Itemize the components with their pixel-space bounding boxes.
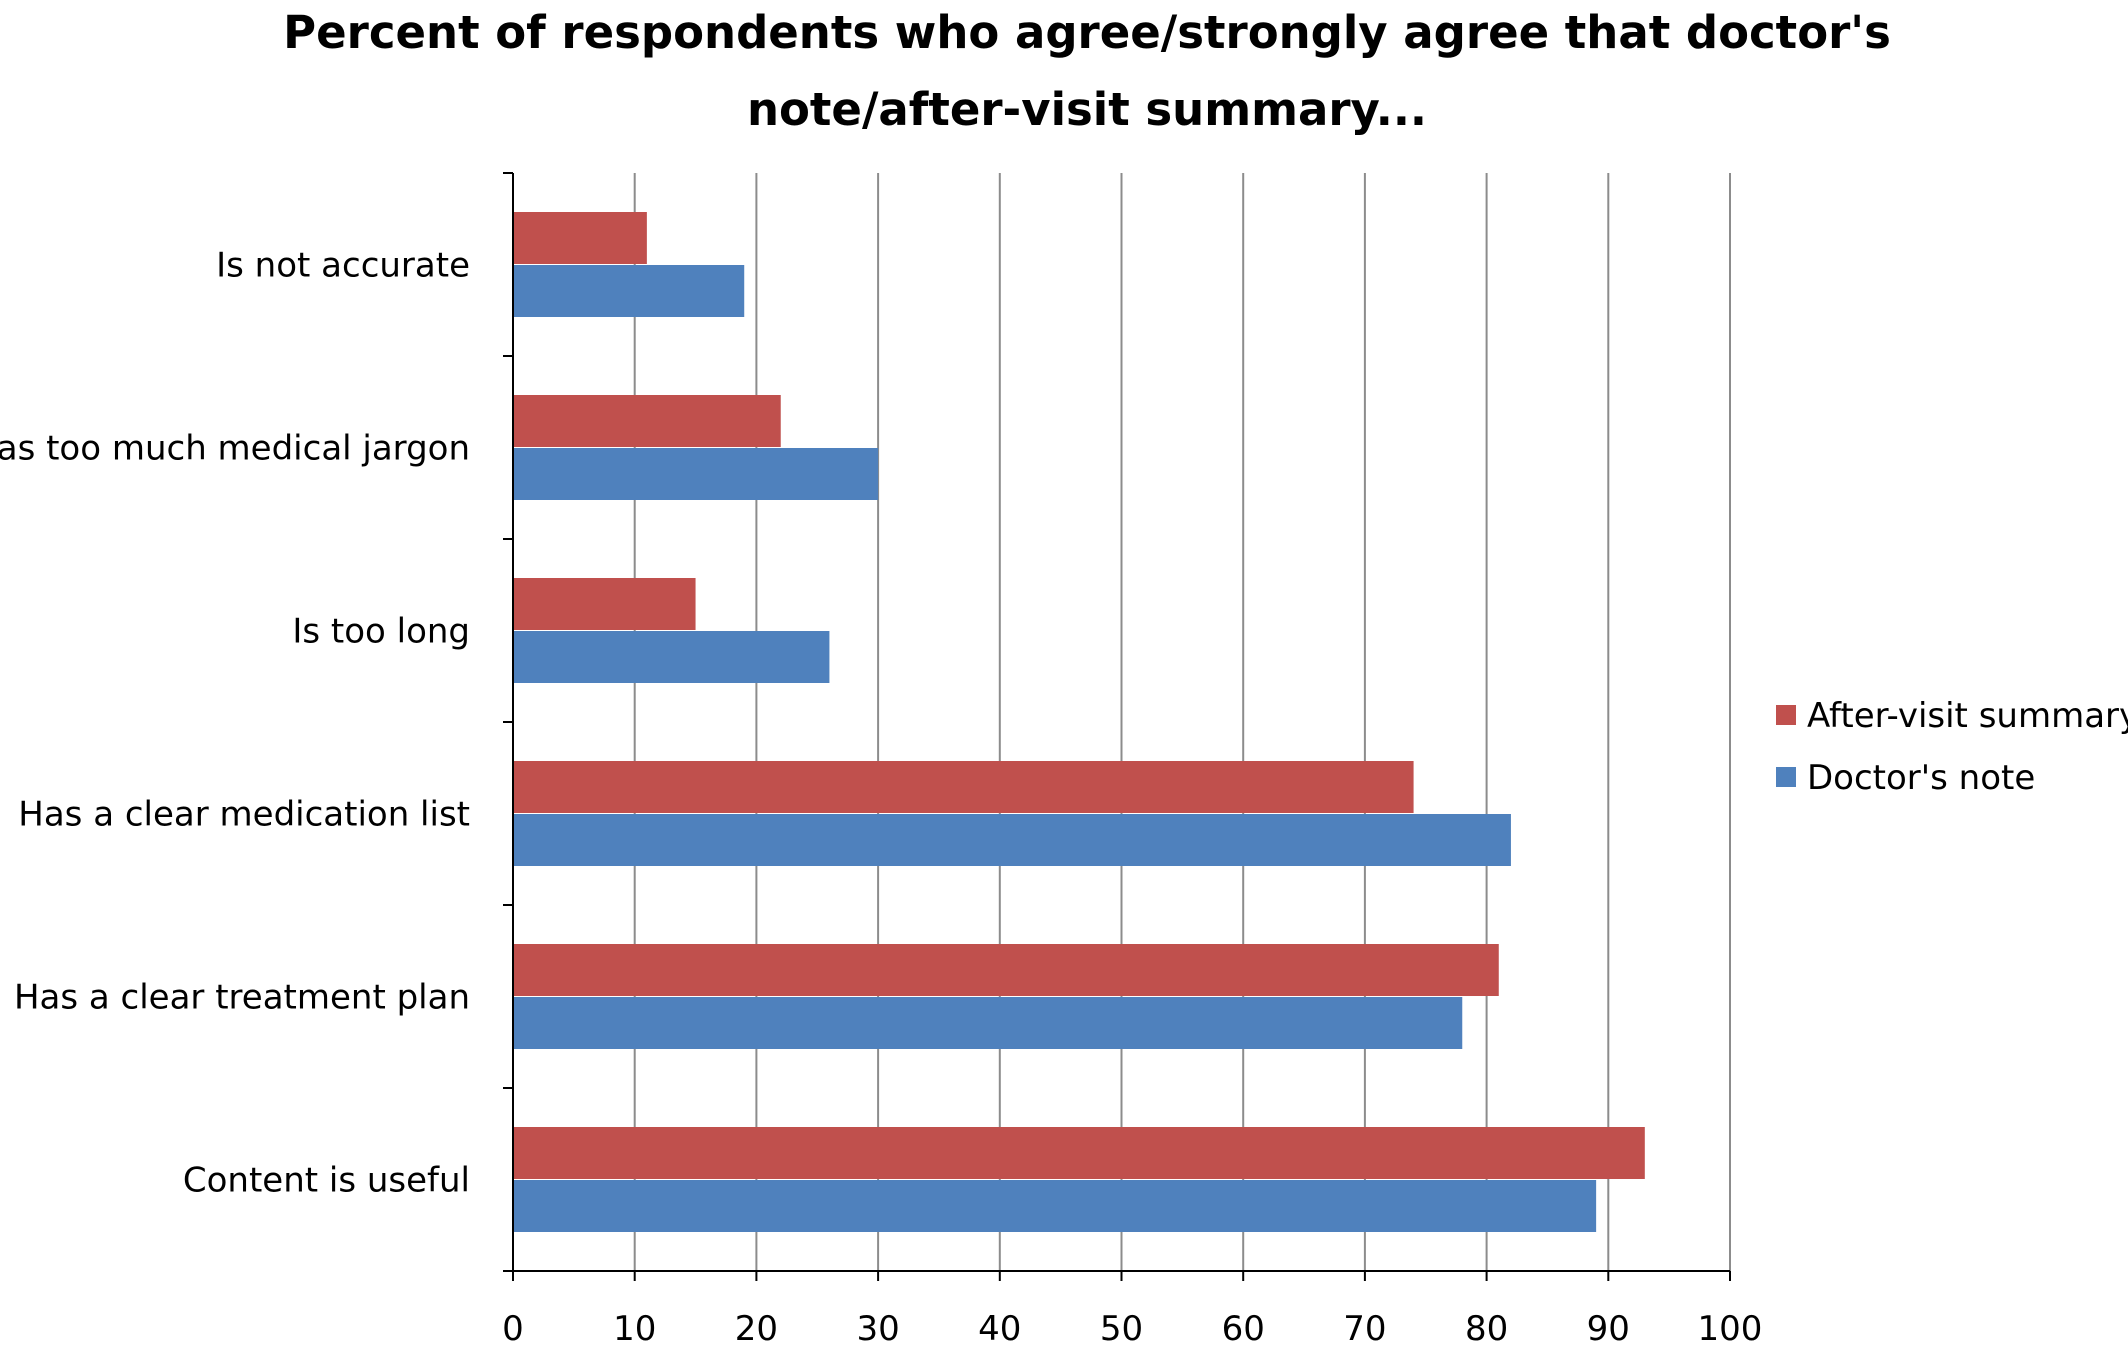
category-label: Is not accurate — [216, 246, 470, 286]
bar-doctors-note-3 — [513, 814, 1511, 866]
bar-doctors-note-4 — [513, 997, 1463, 1049]
chart-title-line-1: Percent of respondents who agree/strongl… — [283, 6, 1891, 59]
bars — [513, 212, 1645, 1232]
bar-doctors-note-1 — [513, 448, 879, 500]
bar-after-visit-summary-3 — [513, 761, 1414, 813]
x-tick-label: 50 — [1100, 1309, 1143, 1349]
chart-title-line-2: note/after-visit summary... — [747, 83, 1427, 136]
x-tick-label: 60 — [1222, 1309, 1265, 1349]
x-tick-label: 40 — [978, 1309, 1021, 1349]
x-tick-labels: 0 10 20 30 40 50 60 70 80 90 100 — [502, 1309, 1762, 1349]
category-label: Content is useful — [183, 1161, 470, 1201]
x-tick-label: 90 — [1587, 1309, 1630, 1349]
bar-after-visit-summary-4 — [513, 944, 1499, 996]
legend-label: Doctor's note — [1807, 758, 2035, 798]
category-label: Has a clear medication list — [18, 795, 470, 835]
category-label: Is too long — [292, 612, 470, 652]
bar-doctors-note-2 — [513, 631, 830, 683]
legend-swatch — [1776, 767, 1796, 787]
category-label: Has a clear treatment plan — [14, 978, 470, 1018]
x-tick-label: 20 — [735, 1309, 778, 1349]
legend-swatch — [1776, 705, 1796, 725]
legend: After-visit summary Doctor's note — [1776, 696, 2128, 798]
x-tick-label: 80 — [1465, 1309, 1508, 1349]
x-tick-label: 0 — [502, 1309, 524, 1349]
gridlines — [633, 173, 1731, 1271]
bar-after-visit-summary-1 — [513, 395, 781, 447]
x-tick-label: 10 — [613, 1309, 656, 1349]
bar-after-visit-summary-5 — [513, 1127, 1645, 1179]
legend-label: After-visit summary — [1807, 696, 2128, 736]
category-label: Has too much medical jargon — [0, 429, 470, 469]
bar-doctors-note-0 — [513, 265, 745, 317]
chart-title: Percent of respondents who agree/strongl… — [283, 6, 1891, 136]
bar-doctors-note-5 — [513, 1180, 1597, 1232]
bar-after-visit-summary-0 — [513, 212, 647, 264]
x-tick-label: 70 — [1343, 1309, 1386, 1349]
category-labels: Is not accurate Has too much medical jarg… — [0, 246, 470, 1201]
bar-after-visit-summary-2 — [513, 578, 696, 630]
axes — [503, 172, 1731, 1281]
x-tick-label: 30 — [856, 1309, 899, 1349]
x-tick-label: 100 — [1698, 1309, 1763, 1349]
